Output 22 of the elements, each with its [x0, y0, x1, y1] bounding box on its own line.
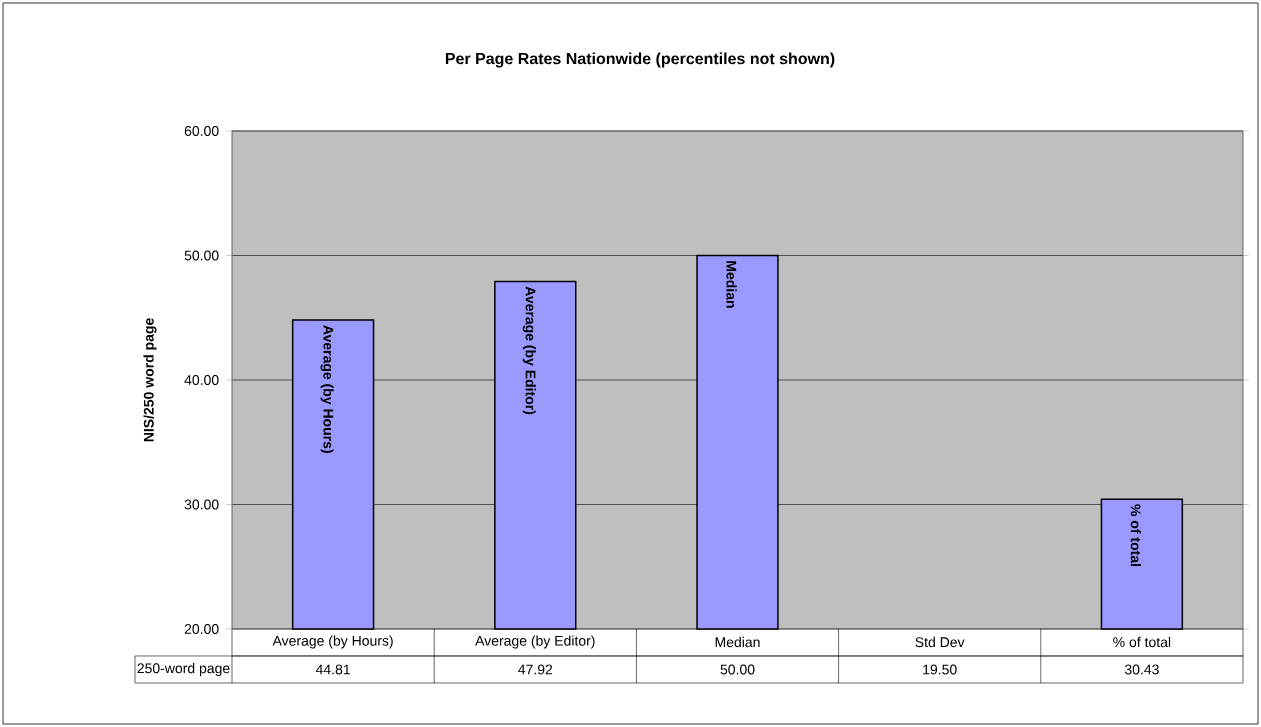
annotation: Average (by Hours)	[320, 325, 334, 453]
legend-label: 250-word page	[137, 662, 230, 677]
data-label: 44.81	[315, 664, 350, 675]
x-tick-label: Std Dev	[915, 636, 965, 648]
y-axis-title: NIS/250 word page	[143, 318, 157, 442]
x-tick-label: Average (by Editor)	[475, 635, 595, 649]
y-tick-label: 40.00	[184, 375, 219, 385]
y-tick-label: 20.00	[184, 624, 219, 634]
text: 19.50	[923, 664, 957, 675]
annotation: % of total	[1130, 504, 1142, 566]
chart-title: Per Page Rates Nationwide (percentiles not shown)	[445, 52, 835, 68]
data-label: 47.92	[518, 664, 553, 675]
x-tick-label: Average (by Hours)	[272, 635, 393, 649]
x-tick-label: % of total	[1113, 636, 1171, 648]
data-label: 50.00	[720, 664, 755, 675]
y-tick-label: 50.00	[184, 250, 219, 261]
annotation: Average (by Editor)	[522, 286, 536, 415]
y-tick-label: 30.00	[184, 499, 219, 510]
data-label: 30.43	[1124, 664, 1159, 675]
x-tick-label: Median	[715, 636, 760, 648]
y-tick-label: 60.00	[184, 126, 219, 136]
annotation: Median	[726, 261, 737, 308]
